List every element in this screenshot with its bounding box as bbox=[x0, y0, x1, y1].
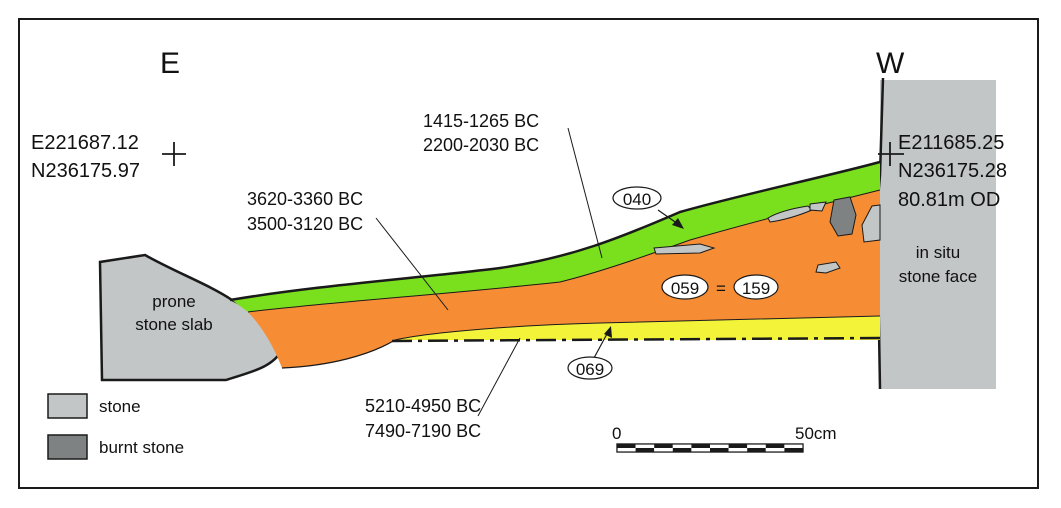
scale-segment bbox=[710, 448, 729, 452]
layer-yellow-069 bbox=[392, 316, 880, 340]
date-lower-1: 5210-4950 BC bbox=[365, 396, 481, 416]
date-lower-2: 7490-7190 BC bbox=[365, 421, 481, 441]
arrow-069 bbox=[593, 331, 609, 359]
west-northing: N236175.28 bbox=[898, 160, 1007, 182]
ground-surface-line bbox=[229, 160, 881, 302]
survey-cross-west bbox=[878, 142, 904, 166]
context-label-040: 040 bbox=[623, 190, 651, 209]
scale-segment bbox=[635, 444, 655, 448]
stone-fragment bbox=[809, 201, 827, 212]
arrow-040 bbox=[657, 209, 679, 225]
scale-bar bbox=[616, 443, 804, 453]
stone-fragment bbox=[861, 204, 881, 243]
date-middle-1: 3620-3360 BC bbox=[247, 189, 363, 209]
scale-segment bbox=[691, 444, 710, 448]
west-easting: E211685.25 bbox=[898, 132, 1004, 154]
orientation-east: E bbox=[160, 47, 180, 80]
layer-orange-059 bbox=[248, 190, 880, 368]
diagram-frame bbox=[18, 18, 1039, 489]
legend-label-stone: stone bbox=[99, 397, 141, 416]
survey-cross-east bbox=[162, 142, 186, 166]
context-ellipse-059 bbox=[661, 274, 709, 300]
scale-outline bbox=[616, 443, 804, 453]
scale-segment bbox=[747, 448, 766, 452]
scale-segment bbox=[617, 444, 636, 448]
scale-segment bbox=[672, 444, 692, 448]
prone-stone-label-1: prone bbox=[152, 292, 195, 311]
stone-fragment bbox=[653, 243, 716, 255]
scale-segment bbox=[654, 448, 673, 452]
orientation-west: W bbox=[876, 47, 905, 80]
burnt-stone-fragment bbox=[829, 196, 857, 237]
east-northing: N236175.97 bbox=[31, 160, 140, 182]
east-easting: E221687.12 bbox=[31, 132, 139, 154]
scale-end-label: 50cm bbox=[795, 424, 837, 443]
context-ellipse-040 bbox=[612, 186, 662, 210]
excavation-base-line bbox=[391, 336, 881, 343]
arrowhead-069 bbox=[604, 326, 612, 338]
scale-segment bbox=[710, 444, 729, 448]
in-situ-stone-face bbox=[880, 80, 996, 389]
context-ellipse-069 bbox=[567, 356, 613, 380]
scale-segment bbox=[765, 448, 785, 452]
context-ellipse-159 bbox=[733, 274, 779, 300]
scale-segment bbox=[617, 448, 636, 452]
stone-fragment bbox=[815, 261, 841, 274]
context-label-069: 069 bbox=[576, 360, 604, 379]
leader-upper-dates bbox=[567, 127, 603, 259]
scale-segment bbox=[691, 448, 710, 452]
in-situ-stone-label-1: in situ bbox=[916, 243, 960, 262]
legend-label-burnt-stone: burnt stone bbox=[99, 438, 184, 457]
date-upper-1: 1415-1265 BC bbox=[423, 111, 539, 131]
leader-middle-dates bbox=[375, 217, 449, 311]
scale-segment bbox=[784, 444, 803, 448]
boundary-orange-lower bbox=[281, 339, 396, 369]
leader-lower-dates bbox=[477, 337, 521, 417]
context-equals: = bbox=[716, 279, 726, 298]
context-label-059: 059 bbox=[671, 279, 699, 298]
scale-segment bbox=[635, 448, 655, 452]
date-middle-2: 3500-3120 BC bbox=[247, 214, 363, 234]
in-situ-stone-label-2: stone face bbox=[899, 267, 977, 286]
scale-start-label: 0 bbox=[612, 424, 621, 443]
prone-stone-label-2: stone slab bbox=[135, 315, 213, 334]
scale-segment bbox=[784, 448, 803, 452]
scale-segment bbox=[728, 444, 748, 448]
west-height: 80.81m OD bbox=[898, 189, 1000, 211]
scale-segment bbox=[672, 448, 692, 452]
scale-segment bbox=[728, 448, 748, 452]
legend-swatch-burnt-stone bbox=[47, 434, 88, 460]
arrowhead-040 bbox=[672, 218, 684, 229]
scale-segment bbox=[654, 444, 673, 448]
legend-swatch-stone bbox=[47, 393, 88, 419]
scale-segment bbox=[747, 444, 766, 448]
boundary-orange-yellow bbox=[394, 315, 881, 341]
context-label-159: 159 bbox=[742, 279, 770, 298]
scale-segment bbox=[765, 444, 785, 448]
date-upper-2: 2200-2030 BC bbox=[423, 135, 539, 155]
